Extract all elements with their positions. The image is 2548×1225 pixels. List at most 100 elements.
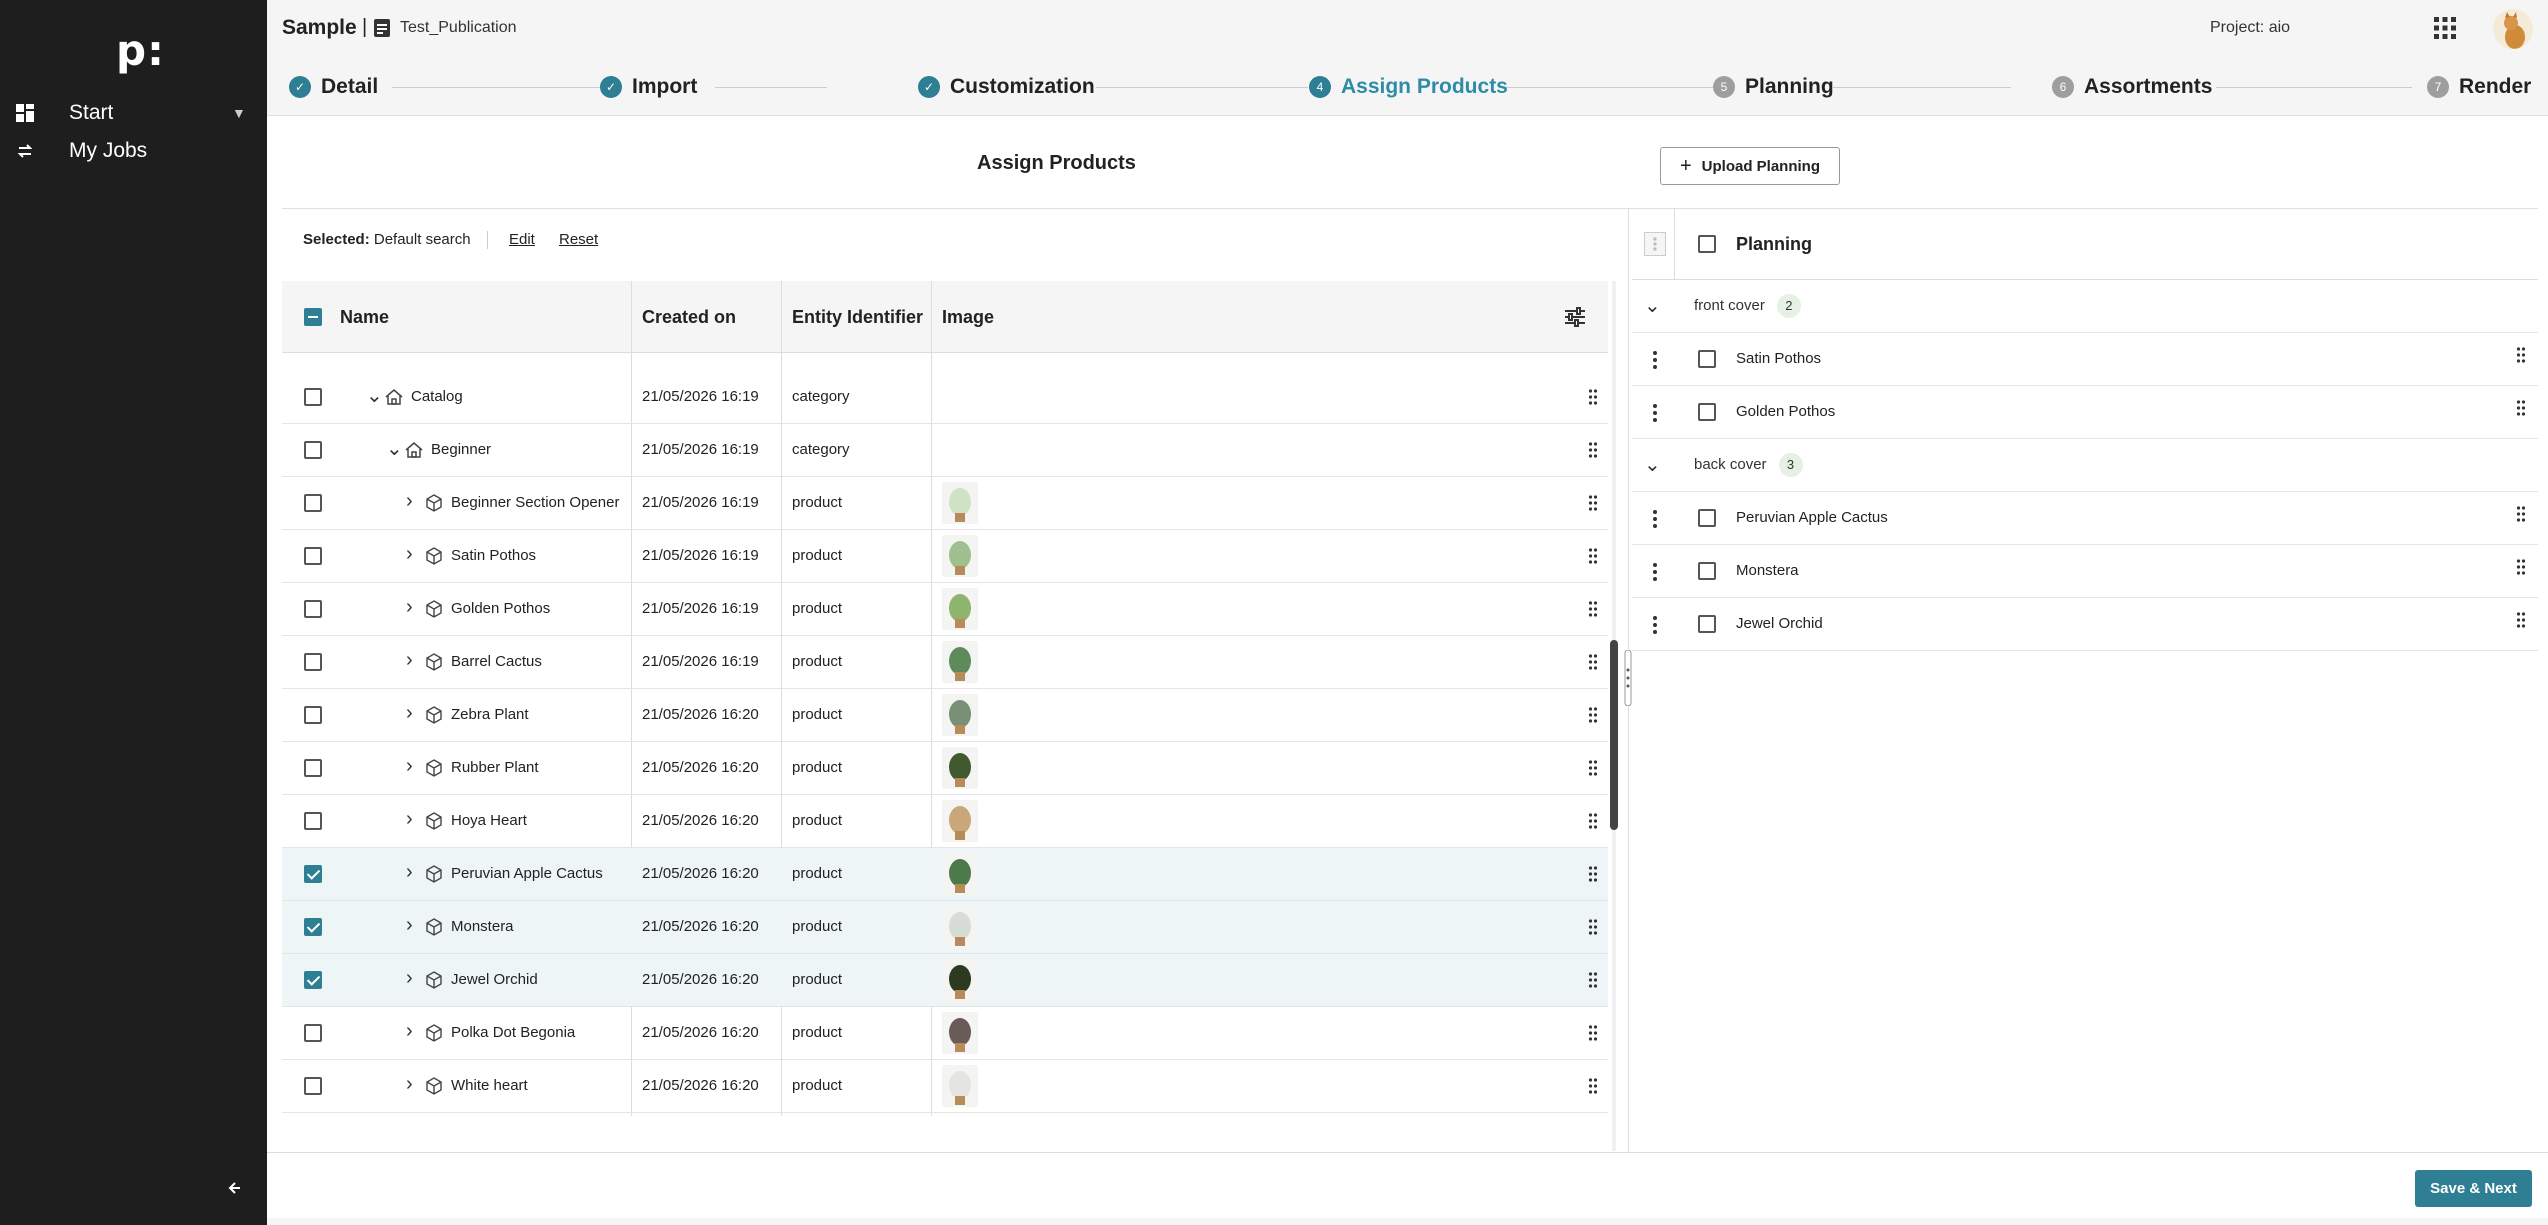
row-checkbox[interactable]: [304, 653, 322, 671]
save-next-button[interactable]: Save & Next: [2415, 1170, 2532, 1207]
table-row[interactable]: › White heart 21/05/2026 16:20 product: [282, 1060, 1608, 1113]
drag-handle-icon[interactable]: [1588, 653, 1598, 671]
drag-handle-icon[interactable]: [2516, 505, 2526, 523]
upload-planning-button[interactable]: + Upload Planning: [1660, 147, 1840, 185]
collapse-sidebar-icon[interactable]: [226, 1176, 246, 1200]
product-thumbnail[interactable]: [942, 588, 978, 630]
drag-handle-icon[interactable]: [1588, 600, 1598, 618]
table-row[interactable]: ⌄ Catalog 21/05/2026 16:19 category: [282, 371, 1608, 424]
product-thumbnail[interactable]: [942, 535, 978, 577]
chevron-right-icon[interactable]: ›: [406, 914, 413, 936]
product-thumbnail[interactable]: [942, 482, 978, 524]
product-thumbnail[interactable]: [942, 1012, 978, 1054]
table-row[interactable]: › Peruvian Apple Cactus 21/05/2026 16:20…: [282, 848, 1608, 901]
row-checkbox[interactable]: [304, 1077, 322, 1095]
drag-handle-icon[interactable]: [1588, 1077, 1598, 1095]
product-thumbnail[interactable]: [942, 747, 978, 789]
chevron-right-icon[interactable]: ›: [406, 1073, 413, 1095]
chevron-right-icon[interactable]: ›: [406, 649, 413, 671]
chevron-right-icon[interactable]: ›: [406, 490, 413, 512]
drag-handle-icon[interactable]: [1588, 971, 1598, 989]
table-row[interactable]: › Hoya Heart 21/05/2026 16:20 product: [282, 795, 1608, 848]
product-thumbnail[interactable]: [942, 641, 978, 683]
step-import[interactable]: ✓ Import: [600, 58, 697, 116]
grid-scrollbar[interactable]: [1610, 640, 1618, 830]
table-row[interactable]: › Polka Dot Begonia 21/05/2026 16:20 pro…: [282, 1007, 1608, 1060]
table-row[interactable]: › Satin Pothos 21/05/2026 16:19 product: [282, 530, 1608, 583]
table-row[interactable]: › Zebra Plant 21/05/2026 16:20 product: [282, 689, 1608, 742]
row-checkbox[interactable]: [304, 441, 322, 459]
planning-item-checkbox[interactable]: [1698, 615, 1716, 633]
column-divider[interactable]: [631, 281, 632, 1116]
drag-handle-icon[interactable]: [1588, 759, 1598, 777]
column-header-name[interactable]: Name: [340, 306, 390, 327]
chevron-down-icon[interactable]: ⌄: [1644, 295, 1661, 317]
chevron-right-icon[interactable]: ›: [406, 861, 413, 883]
product-thumbnail[interactable]: [942, 694, 978, 736]
table-row[interactable]: › Golden Pothos 21/05/2026 16:19 product: [282, 583, 1608, 636]
planning-item[interactable]: Peruvian Apple Cactus: [1632, 492, 2538, 545]
kebab-menu-icon[interactable]: [1652, 403, 1658, 423]
product-thumbnail[interactable]: [942, 906, 978, 948]
chevron-right-icon[interactable]: ›: [406, 967, 413, 989]
planning-item-checkbox[interactable]: [1698, 562, 1716, 580]
step-render[interactable]: 7 Render: [2427, 58, 2531, 116]
row-checkbox[interactable]: [304, 865, 322, 883]
project-label[interactable]: Project: aio: [2210, 19, 2291, 36]
planning-item[interactable]: Monstera: [1632, 545, 2538, 598]
kebab-menu-icon[interactable]: [1652, 509, 1658, 529]
planning-select-all-checkbox[interactable]: [1698, 235, 1716, 253]
drag-handle-icon[interactable]: [1588, 547, 1598, 565]
product-thumbnail[interactable]: [942, 959, 978, 1001]
sidebar-item-start[interactable]: Start ▼: [0, 93, 267, 133]
row-checkbox[interactable]: [304, 494, 322, 512]
planning-item[interactable]: Satin Pothos: [1632, 333, 2538, 386]
drag-handle-icon[interactable]: [2516, 558, 2526, 576]
planning-item[interactable]: Golden Pothos: [1632, 386, 2538, 439]
kebab-menu-icon[interactable]: [1652, 562, 1658, 582]
edit-link[interactable]: Edit: [509, 231, 535, 248]
chevron-down-icon[interactable]: ⌄: [1644, 454, 1661, 476]
drag-handle-icon[interactable]: [2516, 346, 2526, 364]
chevron-right-icon[interactable]: ›: [406, 596, 413, 618]
step-planning[interactable]: 5 Planning: [1713, 58, 1834, 116]
user-avatar[interactable]: [2493, 9, 2533, 49]
row-checkbox[interactable]: [304, 600, 322, 618]
page-scrollbar[interactable]: [267, 1218, 2548, 1225]
step-assign-products[interactable]: 4 Assign Products: [1309, 58, 1508, 116]
drag-handle-icon[interactable]: [1588, 494, 1598, 512]
column-divider[interactable]: [931, 281, 932, 1116]
table-row[interactable]: › Jewel Orchid 21/05/2026 16:20 product: [282, 954, 1608, 1007]
column-settings-icon[interactable]: [1564, 307, 1586, 327]
apps-grid-icon[interactable]: [2433, 16, 2457, 40]
app-logo[interactable]: p:: [116, 26, 165, 75]
drag-handle-icon[interactable]: [1588, 706, 1598, 724]
row-checkbox[interactable]: [304, 388, 322, 406]
planning-item-checkbox[interactable]: [1698, 350, 1716, 368]
chevron-right-icon[interactable]: ›: [406, 702, 413, 724]
column-header-entity[interactable]: Entity Identifier: [792, 306, 924, 327]
planning-item[interactable]: Jewel Orchid: [1632, 598, 2538, 651]
drag-handle-icon[interactable]: [2516, 611, 2526, 629]
drag-handle-icon[interactable]: [1588, 441, 1598, 459]
row-checkbox[interactable]: [304, 759, 322, 777]
kebab-menu-icon[interactable]: [1644, 232, 1666, 256]
chevron-right-icon[interactable]: ›: [406, 1020, 413, 1042]
column-divider[interactable]: [781, 281, 782, 1116]
product-thumbnail[interactable]: [942, 853, 978, 895]
chevron-right-icon[interactable]: ›: [406, 755, 413, 777]
kebab-menu-icon[interactable]: [1652, 615, 1658, 635]
step-assortments[interactable]: 6 Assortments: [2052, 58, 2212, 116]
chevron-right-icon[interactable]: ›: [406, 543, 413, 565]
drag-handle-icon[interactable]: [1588, 388, 1598, 406]
planning-group[interactable]: ⌄ back cover 3: [1632, 439, 2538, 492]
row-checkbox[interactable]: [304, 971, 322, 989]
drag-handle-icon[interactable]: [1588, 918, 1598, 936]
step-customization[interactable]: ✓ Customization: [918, 58, 1095, 116]
step-detail[interactable]: ✓ Detail: [289, 58, 378, 116]
caret-down-icon[interactable]: ▼: [232, 105, 246, 121]
planning-item-checkbox[interactable]: [1698, 403, 1716, 421]
chevron-down-icon[interactable]: ⌄: [386, 438, 403, 460]
product-thumbnail[interactable]: [942, 1065, 978, 1107]
column-header-image[interactable]: Image: [942, 306, 995, 327]
